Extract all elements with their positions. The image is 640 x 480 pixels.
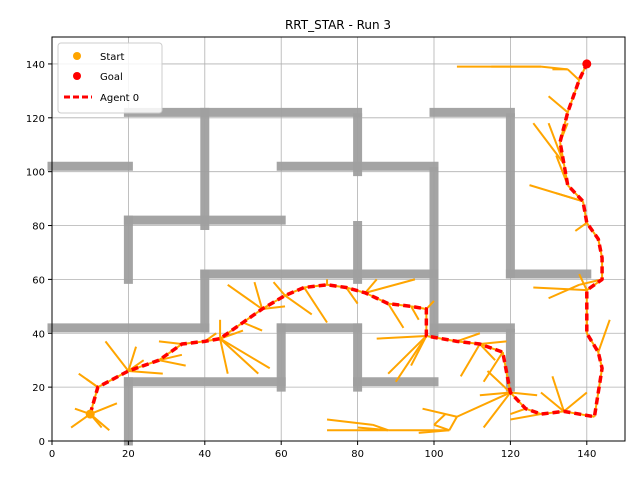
- tree-edge: [85, 378, 99, 388]
- x-tick-label: 40: [198, 449, 211, 460]
- y-tick-label: 20: [32, 383, 45, 394]
- tree-edge: [510, 391, 538, 397]
- x-tick-label: 140: [577, 449, 596, 460]
- agent-path: [88, 63, 604, 419]
- markers: [85, 59, 592, 419]
- tree-edge: [548, 283, 580, 300]
- tree-edge: [567, 68, 580, 81]
- tree-edge: [394, 335, 428, 383]
- tree-edge: [158, 359, 186, 367]
- tree-edge: [158, 340, 182, 346]
- tree-edge: [479, 343, 496, 361]
- legend-goal-label: Goal: [100, 72, 123, 83]
- y-tick-label: 60: [32, 275, 45, 286]
- legend-goal-marker: [73, 72, 81, 80]
- tree-edge: [326, 418, 373, 426]
- tree-edge: [89, 402, 118, 415]
- tree-edge: [479, 340, 507, 346]
- legend-start-label: Start: [100, 52, 125, 63]
- tree-edge: [486, 370, 512, 394]
- legend-start-marker: [73, 52, 81, 60]
- tree-edge: [364, 278, 416, 294]
- tree-edge: [272, 281, 286, 297]
- tree-edge: [448, 416, 458, 431]
- tree-edge: [597, 319, 611, 353]
- tree-edge: [456, 332, 481, 343]
- x-tick-label: 20: [122, 449, 135, 460]
- tree-edge: [532, 122, 565, 165]
- tree-edge: [510, 413, 542, 421]
- goal-marker: [582, 59, 592, 69]
- tree-edge: [219, 337, 271, 370]
- tree-edge: [372, 423, 389, 432]
- agent-0-path: [88, 63, 604, 419]
- tree-edge: [345, 286, 359, 305]
- tree-edge: [482, 351, 504, 383]
- tree-edge: [219, 338, 229, 374]
- tree-edge: [547, 95, 569, 114]
- tree-edge: [128, 369, 163, 375]
- tree-edge: [219, 337, 259, 375]
- tree-edge: [482, 391, 512, 429]
- tree-edge: [533, 286, 587, 292]
- tree-edge: [364, 278, 378, 294]
- y-tick-label: 140: [26, 60, 45, 71]
- chart-title: RRT_STAR - Run 3: [285, 18, 391, 32]
- tree-edge: [104, 340, 130, 372]
- tree-edge: [510, 407, 527, 416]
- y-tick-label: 0: [39, 437, 45, 448]
- tree-edge: [540, 391, 565, 413]
- tree-edge: [261, 305, 286, 311]
- tree-edge: [158, 353, 183, 362]
- x-tick-label: 120: [501, 449, 520, 460]
- tree-edge: [479, 391, 511, 397]
- tree-edge: [410, 305, 420, 321]
- tree-edge: [563, 391, 588, 413]
- tree-edge: [574, 222, 588, 232]
- tree-edge: [227, 283, 263, 310]
- tree-edge: [551, 376, 565, 412]
- y-tick-label: 100: [26, 168, 45, 179]
- tree-edge: [376, 334, 427, 340]
- legend: Start Goal Agent 0: [57, 42, 163, 114]
- y-tick-label: 40: [32, 329, 45, 340]
- tree-edge: [433, 413, 447, 426]
- tree-edge: [253, 281, 264, 310]
- tree-edge: [127, 346, 137, 372]
- axis-ticks: 0 20 40 60 80 100 120 140 0 20 40 60 80 100 120 140: [26, 60, 596, 460]
- x-tick-label: 60: [275, 449, 288, 460]
- x-tick-label: 0: [49, 449, 55, 460]
- tree-edge: [303, 286, 328, 324]
- x-tick-label: 100: [424, 449, 443, 460]
- tree-edge: [387, 303, 405, 329]
- start-marker: [85, 409, 95, 419]
- x-tick-label: 80: [351, 449, 364, 460]
- y-tick-label: 80: [32, 222, 45, 233]
- tree-edge: [433, 423, 450, 432]
- legend-agent-label: Agent 0: [100, 93, 139, 104]
- tree-edge: [422, 407, 458, 418]
- tree-edge: [529, 184, 584, 203]
- obstacles: [47, 107, 592, 446]
- tree-edge: [387, 335, 428, 375]
- y-tick-label: 120: [26, 114, 45, 125]
- tree-edge: [578, 273, 588, 291]
- plot-frame: [51, 36, 626, 442]
- tree-edge: [459, 343, 481, 377]
- tree-edge: [242, 321, 263, 332]
- tree-edge: [456, 391, 511, 418]
- tree-edge: [284, 294, 313, 316]
- tree-edge: [425, 300, 435, 310]
